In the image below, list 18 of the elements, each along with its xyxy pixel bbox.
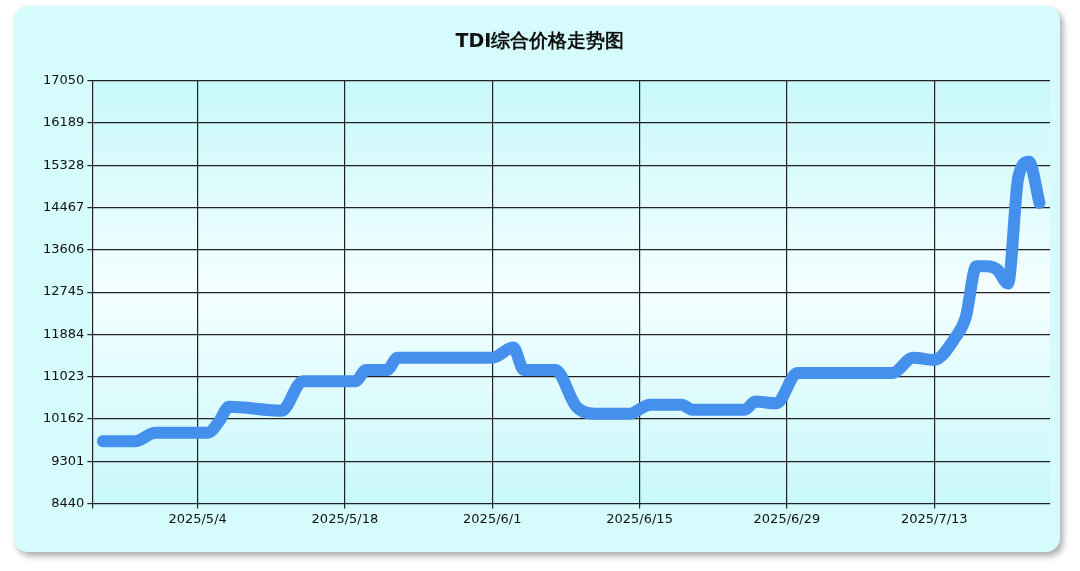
- y-tick-label: 11023: [43, 367, 85, 383]
- y-tick-label: 17050: [43, 72, 85, 88]
- chart-title: TDI综合价格走势图: [454, 28, 626, 53]
- x-tick-label: 2025/6/29: [753, 510, 821, 526]
- x-tick-label: 2025/7/13: [900, 510, 968, 526]
- x-tick-label: 2025/5/18: [311, 510, 379, 526]
- x-tick-label: 2025/6/15: [606, 510, 673, 526]
- y-tick-label: 12745: [43, 283, 85, 299]
- y-tick-label: 16189: [43, 114, 85, 130]
- y-tick-label: 14467: [43, 198, 85, 214]
- y-tick-label: 11884: [43, 325, 85, 341]
- x-tick-label: 2025/6/1: [463, 510, 522, 526]
- x-tick-label: 2025/5/4: [168, 510, 227, 526]
- y-tick-label: 10162: [43, 410, 85, 426]
- y-tick-label: 15328: [43, 156, 85, 172]
- y-tick-label: 9301: [51, 452, 85, 468]
- y-tick-label: 13606: [43, 241, 85, 257]
- y-tick-label: 8440: [51, 494, 85, 510]
